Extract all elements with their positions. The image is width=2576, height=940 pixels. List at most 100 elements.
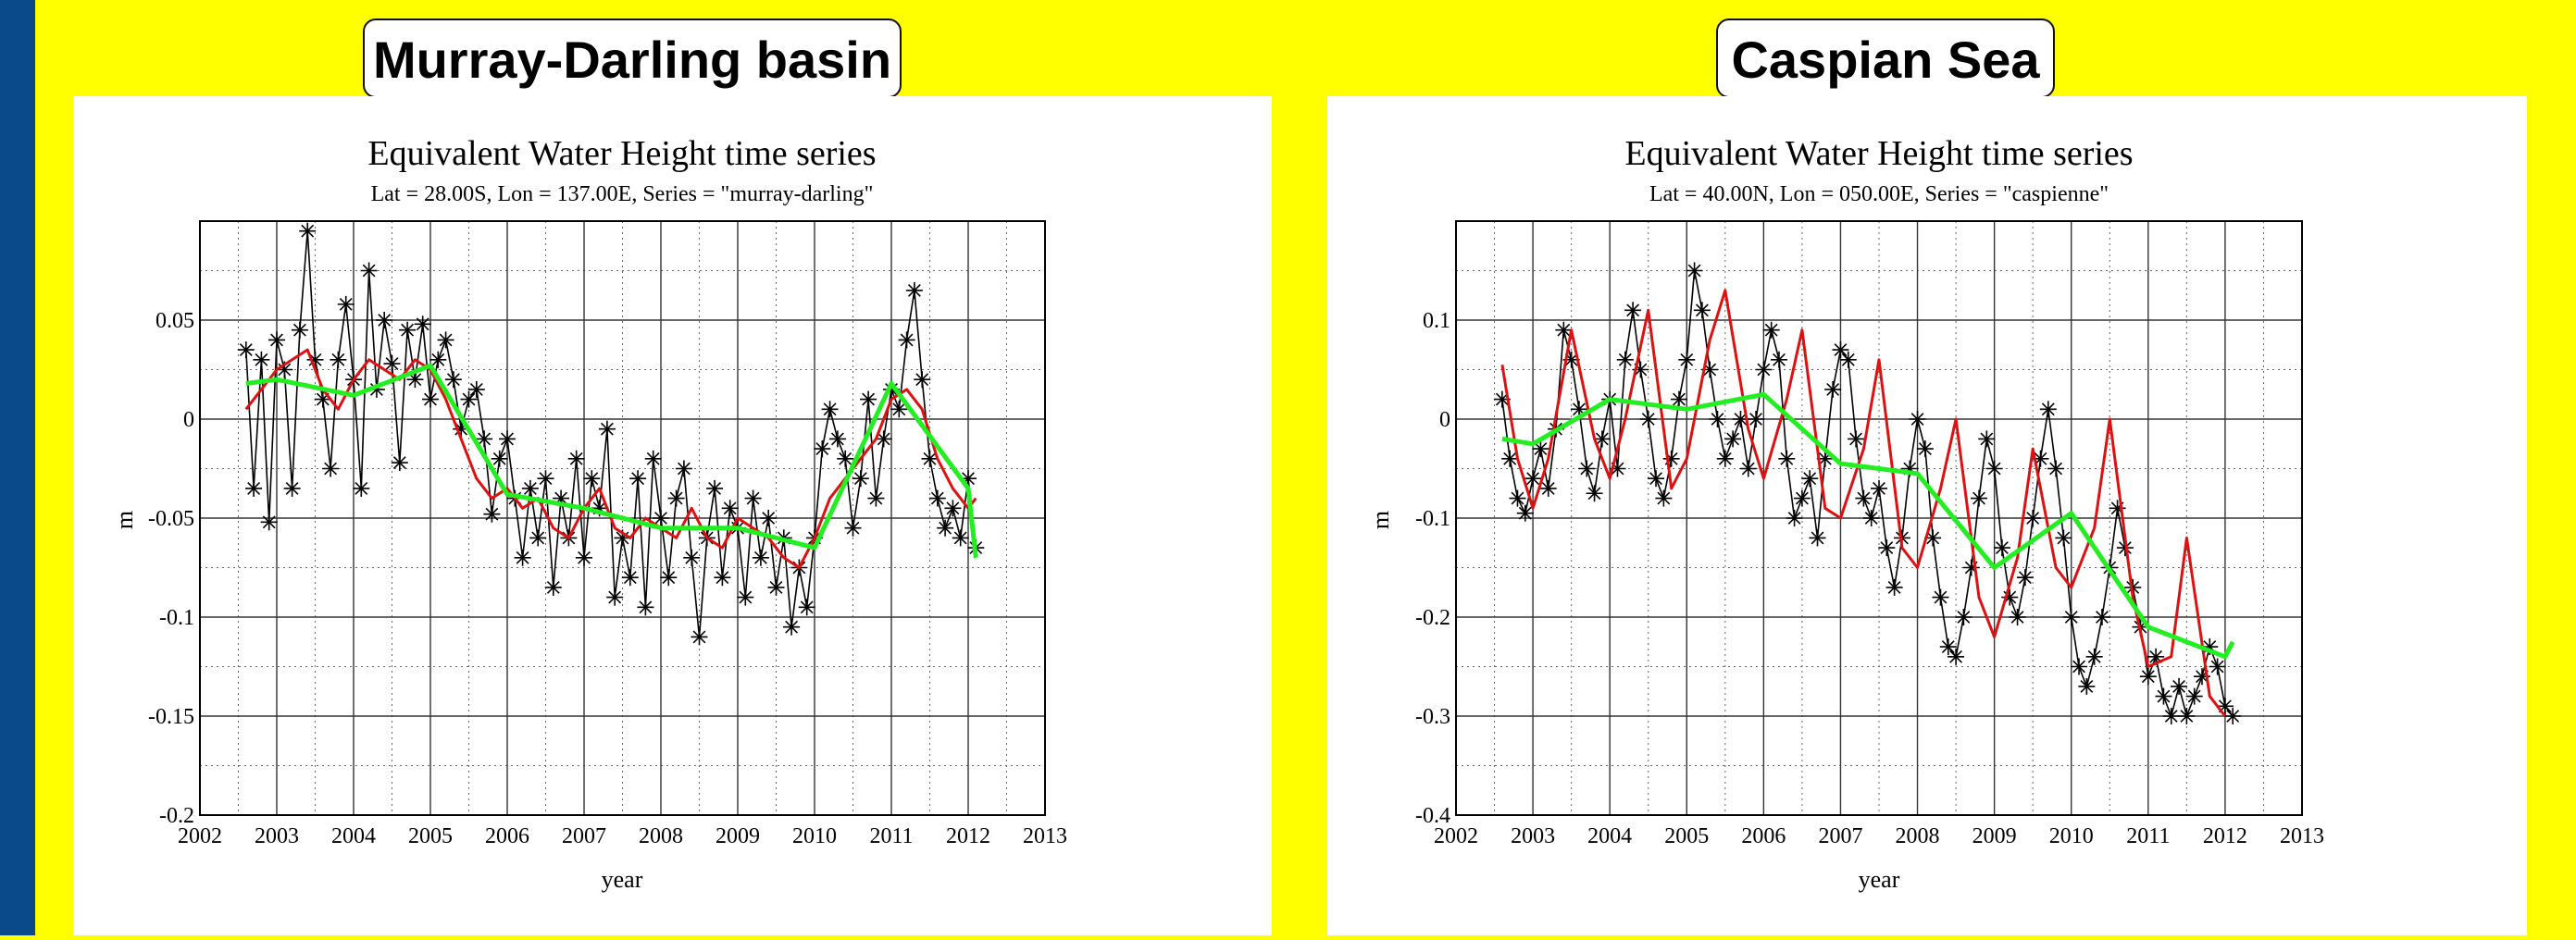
data-point-marker: [444, 371, 462, 389]
series: [237, 222, 985, 646]
data-point-marker: [529, 529, 547, 547]
data-point-marker: [467, 380, 485, 398]
data-point-marker: [683, 549, 701, 566]
x-tick-label: 2002: [1434, 824, 1478, 848]
series-line-smoothed: [1500, 289, 2227, 717]
x-tick-label: 2005: [408, 824, 453, 848]
data-point-marker: [437, 331, 454, 349]
data-point-marker: [783, 618, 801, 636]
data-point-marker: [1778, 450, 1796, 467]
plot-panel-murray-darling: 2002 2003 2004 2005 2006 2007 2008 2009 2010 2011…: [73, 96, 1272, 935]
data-point-marker: [399, 321, 417, 339]
data-point-marker: [1855, 489, 1873, 507]
data-point-marker: [760, 510, 778, 526]
data-point-marker: [752, 549, 769, 566]
data-point-marker: [1639, 411, 1657, 427]
axes-frame: [1455, 220, 2303, 816]
x-tick-label: 2010: [2049, 824, 2094, 848]
data-point-marker: [2009, 609, 2026, 625]
data-point-marker: [944, 500, 962, 517]
data-point-marker: [353, 479, 370, 497]
data-point-marker: [1755, 361, 1773, 378]
data-point-marker: [2178, 708, 2196, 724]
x-tick-label: 2006: [485, 824, 529, 848]
y-tick-label: -0.4: [1415, 804, 1450, 828]
data-point-marker: [1985, 460, 2003, 477]
data-point-marker: [706, 479, 724, 497]
data-point-marker: [1670, 390, 1687, 408]
data-point-marker: [1793, 489, 1811, 507]
data-point-marker: [429, 351, 447, 368]
data-point-marker: [514, 549, 531, 566]
data-point-marker: [583, 470, 601, 488]
x-tick-label: 2009: [1972, 824, 2017, 848]
data-point-marker: [491, 450, 508, 467]
data-point-marker: [2139, 668, 2157, 686]
chart-title: Equivalent Water Height time series: [1624, 134, 2133, 173]
data-point-marker: [737, 588, 754, 606]
data-point-marker: [1993, 539, 2010, 557]
data-point-marker: [1655, 489, 1673, 507]
data-point-marker: [391, 454, 408, 472]
data-point-marker: [1801, 470, 1819, 488]
series: [1493, 262, 2242, 724]
data-point-marker: [1862, 510, 1880, 526]
x-tick-label: 2007: [562, 824, 606, 848]
data-point-marker: [2171, 677, 2188, 695]
data-point-marker: [2093, 609, 2110, 625]
data-point-marker: [621, 569, 639, 587]
plot-frame: [199, 220, 1046, 816]
data-point-marker: [875, 430, 892, 448]
axes-frame: [199, 220, 1046, 816]
y-tick-label: -0.3: [1415, 705, 1450, 729]
data-point-marker: [1686, 262, 1703, 279]
data-point-marker: [483, 505, 501, 523]
y-tick-label: -0.2: [159, 804, 194, 828]
data-point-marker: [905, 281, 923, 299]
data-point-marker: [1748, 411, 1765, 427]
data-point-marker: [667, 489, 685, 507]
data-point-marker: [237, 341, 255, 359]
data-point-marker: [928, 489, 946, 507]
data-point-marker: [1555, 321, 1573, 339]
data-point-marker: [1762, 321, 1780, 339]
data-point-marker: [1693, 302, 1711, 319]
chart-caspian-sea: 2002 2003 2004 2005 2006 2007 2008 2009 2010 2011…: [1367, 134, 2324, 893]
data-point-marker: [383, 355, 401, 373]
x-tick-label: 2013: [2280, 824, 2324, 848]
y-tick-label: 0.05: [156, 309, 194, 333]
data-point-marker: [1878, 539, 1896, 557]
data-point-marker: [914, 371, 931, 389]
data-point-marker: [260, 513, 278, 531]
data-point-marker: [2039, 401, 2057, 418]
data-point-marker: [1539, 479, 1557, 497]
y-tick-label: -0.1: [159, 606, 194, 630]
data-point-marker: [1724, 430, 1742, 448]
data-point-marker: [606, 588, 624, 606]
data-point-marker: [2024, 510, 2042, 526]
chart-murray-darling: 2002 2003 2004 2005 2006 2007 2008 2009 2010 2011…: [111, 134, 1067, 893]
x-tick-label: 2009: [716, 824, 760, 848]
data-point-marker: [767, 578, 785, 596]
data-point-marker: [2055, 529, 2072, 547]
data-point-marker: [322, 460, 340, 477]
x-tick-label: 2006: [1741, 824, 1786, 848]
data-point-marker: [1916, 440, 1934, 458]
data-point-marker: [867, 489, 885, 507]
data-point-marker: [844, 519, 862, 537]
data-point-marker: [1509, 489, 1526, 507]
data-point-marker: [814, 440, 831, 458]
data-point-marker: [1709, 411, 1726, 427]
x-tick-label: 2011: [2126, 824, 2170, 848]
data-point-marker: [291, 321, 308, 339]
data-point-marker: [245, 479, 263, 497]
left-sidebar-band: [0, 0, 35, 935]
panel-heading-murray-darling: Murray-Darling basin: [363, 19, 902, 98]
data-point-marker: [376, 312, 393, 328]
data-point-marker: [1955, 609, 1972, 625]
data-point-marker: [537, 470, 554, 488]
data-point-marker: [1848, 430, 1865, 448]
chart-subtitle: Lat = 28.00S, Lon = 137.00E, Series = "m…: [371, 182, 874, 206]
data-point-marker: [860, 390, 877, 408]
x-tick-label: 2008: [639, 824, 683, 848]
